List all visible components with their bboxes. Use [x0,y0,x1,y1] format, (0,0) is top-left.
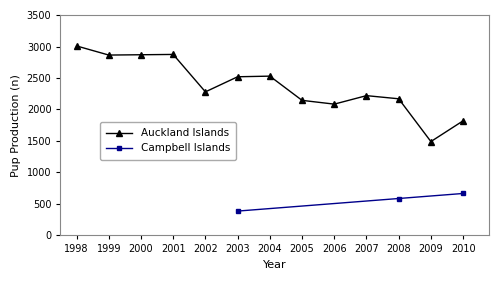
Line: Campbell Islands: Campbell Islands [236,191,465,213]
Auckland Islands [202,90,208,94]
Auckland Islands [299,99,305,102]
Legend: Auckland Islands, Campbell Islands: Auckland Islands, Campbell Islands [100,122,236,160]
Auckland Islands [267,74,273,78]
Auckland Islands [106,53,112,57]
Auckland Islands [364,94,370,97]
Auckland Islands [170,53,176,56]
Campbell Islands [460,192,466,195]
Auckland Islands [74,44,80,47]
Auckland Islands [138,53,144,56]
Line: Auckland Islands: Auckland Islands [74,43,466,144]
Y-axis label: Pup Production (n): Pup Production (n) [11,74,21,177]
Campbell Islands [234,209,240,213]
X-axis label: Year: Year [263,260,286,270]
Auckland Islands [234,75,240,78]
Auckland Islands [332,103,338,106]
Campbell Islands [396,197,402,200]
Auckland Islands [428,140,434,143]
Auckland Islands [460,119,466,123]
Auckland Islands [396,97,402,101]
